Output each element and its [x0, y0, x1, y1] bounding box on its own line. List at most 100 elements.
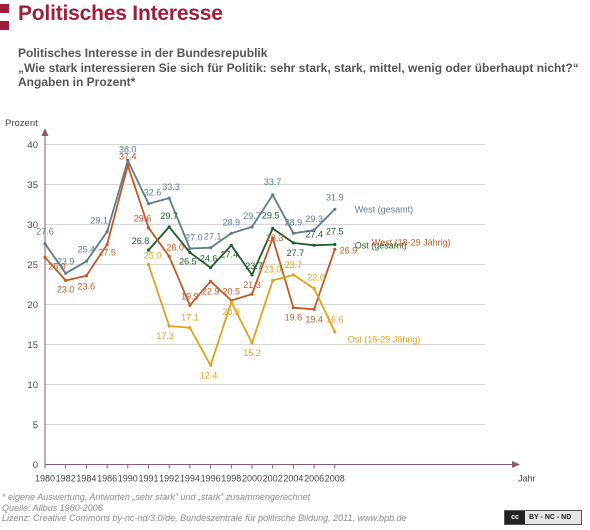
data-point — [146, 262, 151, 267]
data-point — [250, 225, 254, 229]
data-label: 25.4 — [78, 244, 96, 254]
data-label: 29.5 — [262, 211, 280, 221]
x-tick-label: 2004 — [283, 474, 303, 484]
x-tick-label: 2002 — [263, 474, 283, 484]
legend-label: Ost (18-29 Jährig) — [348, 335, 421, 345]
legend-label: Ost (gesamt) — [355, 241, 407, 251]
data-label: 27.5 — [98, 248, 116, 258]
y-tick-label: 0 — [33, 460, 38, 471]
x-tick-label: 2008 — [325, 474, 345, 484]
data-point — [126, 163, 130, 167]
license-note: Lizenz: Creative Commons by-nc-nd/3.0/de… — [2, 513, 407, 524]
x-tick-label: 1984 — [76, 474, 96, 484]
data-point — [312, 228, 316, 232]
data-point — [333, 242, 337, 247]
data-label: 20.5 — [223, 287, 241, 297]
data-point — [188, 326, 192, 330]
data-point — [209, 363, 213, 367]
title-marker-icon — [0, 4, 9, 13]
page-title: Politisches Interesse — [18, 2, 223, 25]
data-label: 29.3 — [305, 214, 323, 224]
y-axis-arrow — [41, 128, 49, 136]
data-label: 12.4 — [200, 370, 218, 380]
data-label: 16.6 — [326, 315, 344, 325]
legend-label: West (gesamt) — [355, 204, 413, 214]
data-point — [229, 231, 233, 235]
data-label: 27.1 — [204, 232, 222, 242]
data-point — [84, 274, 88, 278]
data-label: 26.8 — [132, 236, 150, 246]
y-tick-label: 20 — [27, 300, 38, 311]
data-point — [312, 286, 316, 291]
data-label: 27.6 — [36, 227, 54, 237]
series-line — [147, 264, 336, 367]
data-label: 37.4 — [119, 151, 137, 161]
data-point — [188, 303, 192, 307]
y-tick-label: 5 — [33, 420, 38, 431]
data-point — [167, 324, 171, 328]
data-point — [64, 278, 68, 283]
data-point — [105, 242, 109, 247]
x-tick-label: 1980 — [35, 474, 55, 484]
data-label: 22.0 — [307, 273, 325, 283]
x-tick-label: 1986 — [97, 474, 117, 484]
data-point — [271, 226, 275, 231]
x-axis-arrow — [512, 461, 520, 468]
data-point — [229, 243, 233, 247]
data-point — [250, 292, 254, 296]
data-label: 19.4 — [305, 314, 323, 324]
data-point — [291, 273, 295, 277]
x-axis-label: Jahr — [518, 474, 536, 484]
data-point — [291, 231, 295, 235]
license-badge-text: BY - NC - ND — [529, 514, 572, 521]
data-point — [43, 242, 47, 246]
x-tick-label: 2000 — [242, 474, 262, 484]
data-point — [312, 243, 316, 247]
data-label: 28.9 — [223, 217, 241, 227]
subtitle-question: „Wie stark interessieren Sie sich für Po… — [18, 60, 579, 75]
cc-license-badge[interactable]: cc BY - NC - ND — [504, 510, 582, 525]
y-tick-label: 15 — [27, 340, 38, 351]
data-point — [312, 307, 316, 311]
x-tick-label: 1998 — [221, 474, 241, 484]
data-point — [167, 225, 171, 229]
data-label: 19.9 — [181, 291, 199, 301]
data-label: 29.6 — [134, 214, 152, 224]
data-point — [271, 193, 275, 197]
legend-label: West (18-29 Jährig) — [372, 237, 451, 247]
x-tick-label: 1994 — [180, 474, 200, 484]
data-label: 27.4 — [221, 249, 239, 259]
data-label: 29.7 — [160, 211, 178, 221]
x-tick-label: 1982 — [56, 474, 76, 484]
data-point — [333, 207, 337, 211]
data-label: 38.0 — [119, 145, 137, 155]
data-point — [209, 266, 213, 270]
data-point — [146, 226, 151, 230]
data-label: 28.3 — [266, 233, 284, 243]
creative-commons-icon: cc — [505, 511, 525, 524]
data-label: 25.0 — [144, 251, 162, 261]
data-point — [146, 202, 151, 206]
data-point — [271, 236, 275, 240]
data-label: 23.0 — [264, 265, 282, 275]
data-label: 15.2 — [243, 348, 261, 358]
data-label: 29.1 — [90, 216, 108, 226]
x-tick-label: 1991 — [138, 474, 158, 484]
data-label: 20.3 — [223, 307, 241, 317]
data-point — [209, 246, 213, 250]
data-label: 23.7 — [245, 261, 263, 271]
data-label: 24.6 — [200, 254, 218, 264]
footnote: * eigene Auswertung, Antworten „sehr sta… — [2, 492, 310, 502]
data-point — [229, 300, 233, 304]
data-point — [105, 230, 109, 234]
data-label: 33.7 — [264, 177, 282, 187]
data-label: 23.9 — [57, 256, 75, 266]
data-label: 27.4 — [305, 229, 323, 239]
data-point — [126, 158, 130, 163]
data-label: 31.9 — [326, 192, 344, 202]
data-label: 22.9 — [202, 286, 220, 296]
y-tick-label: 40 — [27, 140, 38, 151]
y-axis-label: Prozent — [5, 118, 38, 129]
x-tick-label: 1996 — [201, 474, 221, 484]
